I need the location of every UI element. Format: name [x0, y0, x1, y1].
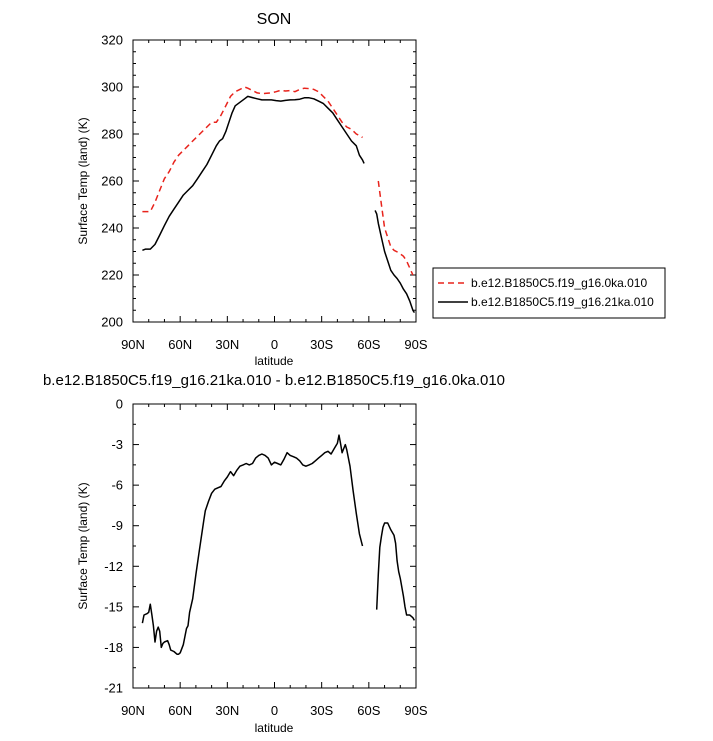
legend: b.e12.B1850C5.f19_g16.0ka.010 b.e12.B185… [432, 267, 666, 319]
bottom-x-tick-label: 90N [121, 703, 145, 718]
top-y-tick-label: 260 [101, 174, 123, 189]
top-x-tick-label: 0 [271, 337, 278, 352]
top-x-tick-label: 90S [404, 337, 427, 352]
top-y-tick-label: 240 [101, 221, 123, 236]
top-x-tick-label: 30N [215, 337, 239, 352]
bottom-y-tick-label: -3 [111, 437, 123, 452]
bottom-x-tick-label: 90S [404, 703, 427, 718]
top-x-tick-label: 30S [310, 337, 333, 352]
bottom-series-line-0-segment-0 [141, 434, 364, 655]
bottom-y-tick-label: -12 [104, 559, 123, 574]
top-x-axis-title: latitude [255, 354, 294, 368]
bottom-x-tick-label: 0 [271, 703, 278, 718]
bottom-series-line-0-segment-1 [375, 522, 416, 621]
legend-box [432, 267, 666, 319]
bottom-x-ticks: 90N 60N 30N 0 30S 60S 90S [121, 404, 428, 718]
top-x-tick-label: 90N [121, 337, 145, 352]
top-series-line-0-segment-0 [142, 86, 363, 213]
top-y-tick-label: 280 [101, 127, 123, 142]
top-y-tick-label: 320 [101, 33, 123, 48]
bottom-y-tick-label: -18 [104, 640, 123, 655]
bottom-y-ticks: -21 -18 -15 -12 -9 -6 -3 0 [104, 397, 416, 696]
bottom-x-tick-label: 30S [310, 703, 333, 718]
top-y-tick-label: 220 [101, 268, 123, 283]
top-plot-frame [132, 39, 417, 323]
top-x-ticks: 90N 60N 30N 0 30S 60S 90S [121, 40, 428, 352]
top-y-tick-label: 200 [101, 315, 123, 330]
top-series-lines [142, 86, 416, 314]
bottom-x-tick-label: 30N [215, 703, 239, 718]
top-series-line-1-segment-1 [374, 210, 416, 314]
top-x-tick-label: 60S [357, 337, 380, 352]
bottom-y-axis-title: Surface Temp (land) (K) [76, 482, 90, 609]
bottom-chart-title: b.e12.B1850C5.f19_g16.21ka.010 - b.e12.B… [43, 372, 505, 389]
bottom-x-axis-title: latitude [255, 721, 294, 735]
bottom-plot-frame [132, 403, 417, 689]
bottom-y-tick-label: -21 [104, 681, 123, 696]
legend-label-0ka: b.e12.B1850C5.f19_g16.0ka.010 [471, 276, 647, 290]
top-x-tick-label: 60N [168, 337, 192, 352]
bottom-panel: b.e12.B1850C5.f19_g16.21ka.010 - b.e12.B… [43, 372, 505, 735]
top-panel: SON Surface Temp (land) (K) latitude 200… [76, 11, 428, 368]
top-y-tick-label: 300 [101, 80, 123, 95]
top-series-line-0-segment-1 [377, 180, 414, 276]
bottom-y-tick-label: 0 [116, 397, 123, 412]
bottom-series-lines [141, 434, 416, 655]
bottom-x-tick-label: 60N [168, 703, 192, 718]
bottom-y-tick-label: -9 [111, 518, 123, 533]
top-chart-title: SON [257, 11, 292, 28]
bottom-x-tick-label: 60S [357, 703, 380, 718]
legend-label-21ka: b.e12.B1850C5.f19_g16.21ka.010 [471, 295, 654, 309]
top-series-line-1-segment-0 [142, 95, 365, 252]
top-y-ticks: 200 220 240 260 280 300 320 [101, 33, 416, 330]
bottom-y-tick-label: -6 [111, 478, 123, 493]
bottom-y-tick-label: -15 [104, 599, 123, 614]
top-y-axis-title: Surface Temp (land) (K) [76, 117, 90, 244]
